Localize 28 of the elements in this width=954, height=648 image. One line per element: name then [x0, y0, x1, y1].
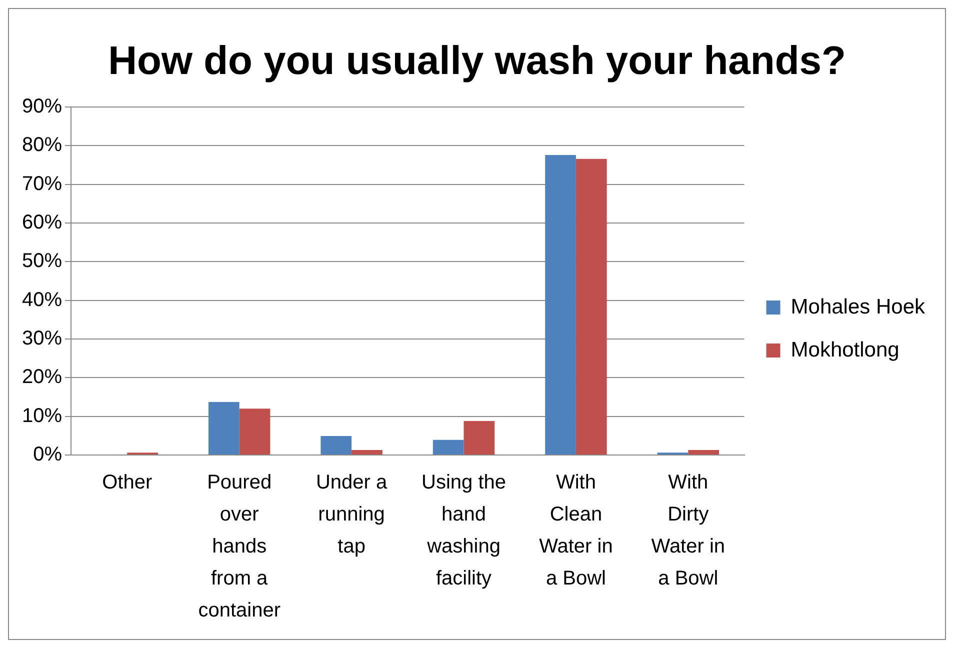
- y-tick-label: 0%: [33, 444, 62, 466]
- x-tick-label: With Dirty Water in a Bowl: [651, 472, 726, 590]
- legend-label: Mokhotlong: [790, 338, 900, 362]
- bar: [545, 154, 576, 454]
- bar: [239, 408, 270, 454]
- y-tick-label: 30%: [22, 328, 62, 350]
- y-tick-label: 10%: [22, 404, 62, 427]
- y-tick-label: 20%: [22, 366, 62, 388]
- y-tick-label: 80%: [22, 134, 62, 156]
- x-tick-label: Poured over hands from a container: [198, 472, 281, 622]
- x-tick-label: Using the hand washing facility: [422, 472, 506, 590]
- y-tick-label: 50%: [22, 250, 62, 272]
- bar: [432, 440, 464, 454]
- chart-title: How do you usually wash your hands?: [108, 39, 846, 84]
- bar: [464, 420, 495, 454]
- y-tick-label: 70%: [22, 172, 62, 195]
- x-tick-label: Under a running tap: [316, 472, 388, 558]
- x-tick-label: With Clean Water in a Bowl: [539, 472, 613, 590]
- y-tick-label: 40%: [22, 288, 62, 311]
- bar: [688, 450, 720, 454]
- bar: [352, 450, 382, 454]
- x-tick-label: Other: [102, 472, 152, 494]
- y-tick-label: 60%: [22, 212, 62, 234]
- bar: [320, 436, 352, 454]
- legend-label: Mohales Hoek: [790, 295, 926, 318]
- bar: [576, 158, 607, 454]
- bar: [208, 402, 240, 454]
- y-tick-label: 90%: [22, 96, 62, 118]
